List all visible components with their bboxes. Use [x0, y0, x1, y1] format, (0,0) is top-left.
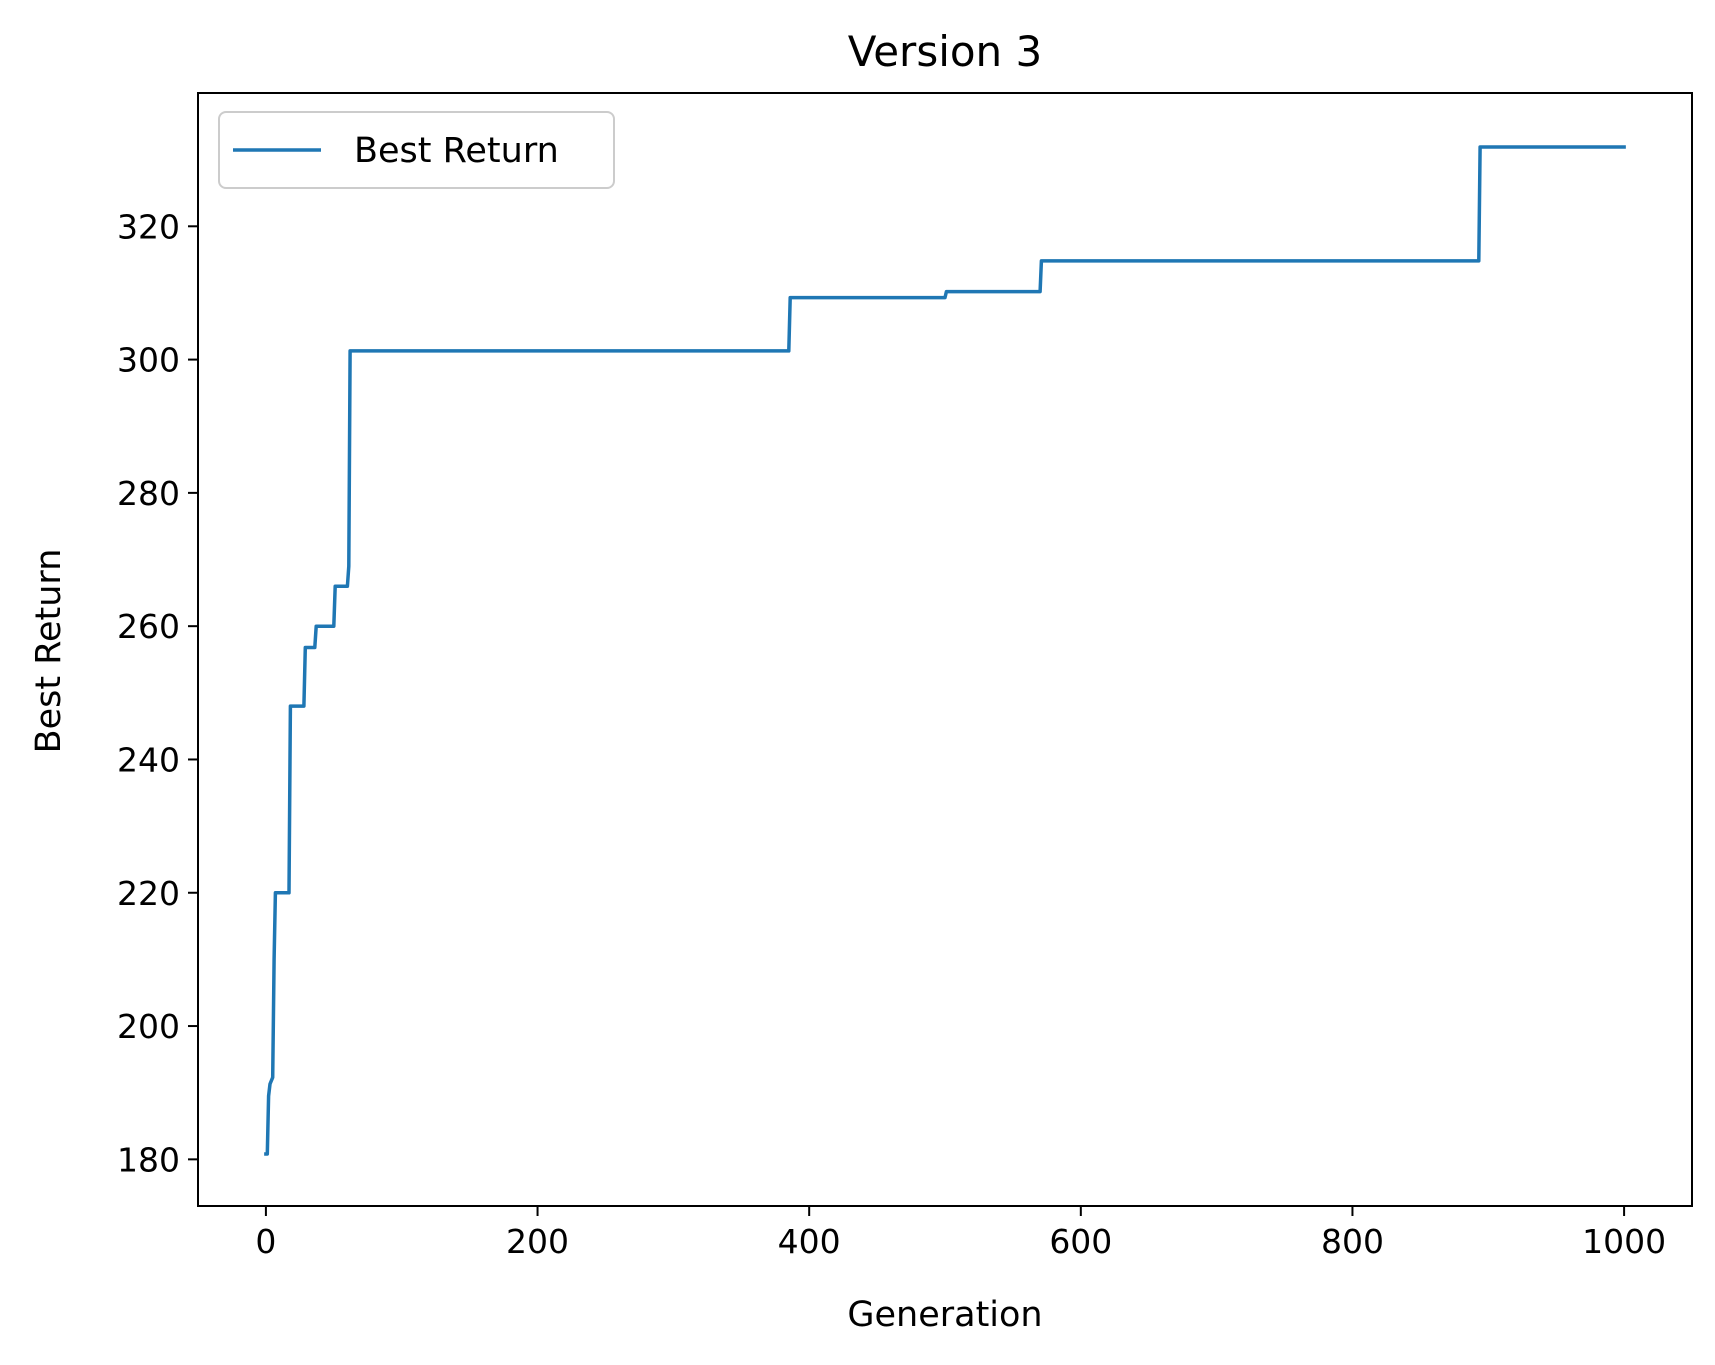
x-tick-label: 0: [255, 1222, 276, 1261]
y-tick-label: 280: [117, 474, 180, 513]
chart-title: Version 3: [848, 27, 1043, 76]
series-line-best-return: [264, 145, 1626, 1156]
y-tick-label: 200: [117, 1007, 180, 1046]
y-tick-label: 180: [117, 1140, 180, 1179]
x-tick-label: 200: [506, 1222, 569, 1261]
x-tick-label: 1000: [1582, 1222, 1666, 1261]
plot-area: [264, 145, 1626, 1156]
x-tick-label: 600: [1049, 1222, 1112, 1261]
x-tick-label: 400: [778, 1222, 841, 1261]
plot-frame: [197, 92, 1693, 1207]
legend-frame: [218, 111, 615, 189]
y-tick-label: 260: [117, 607, 180, 646]
y-axis-label: Best Return: [29, 549, 69, 754]
y-tick-label: 220: [117, 874, 180, 913]
y-tick-label: 240: [117, 740, 180, 779]
x-tick-label: 800: [1321, 1222, 1384, 1261]
y-axis-ticks: 180 200 220 240 260 280 300 320: [117, 207, 198, 1179]
x-axis-label: Generation: [847, 1295, 1042, 1335]
y-tick-label: 320: [117, 207, 180, 246]
x-axis-ticks: 0 200 400 600 800 1000: [255, 1206, 1666, 1261]
legend-label-best-return: Best Return: [354, 131, 559, 171]
y-tick-label: 300: [117, 341, 180, 380]
legend: Best Return: [218, 111, 615, 189]
